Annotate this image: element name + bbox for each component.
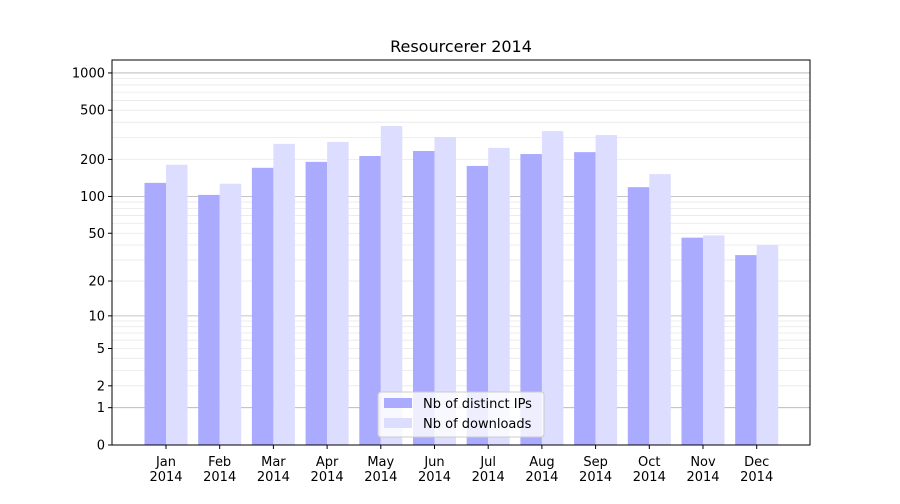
chart-title: Resourcerer 2014	[390, 37, 532, 56]
y-tick-label: 2	[97, 379, 105, 394]
bar-ips	[413, 150, 435, 445]
x-tick-label: May	[367, 455, 394, 470]
bar-downloads	[166, 164, 188, 445]
bar-ips	[305, 161, 328, 445]
bar-downloads	[273, 143, 295, 445]
bar-ips	[520, 154, 542, 445]
y-tick-label: 5	[97, 342, 105, 357]
bar-downloads	[595, 135, 618, 445]
x-tick-label: Aug	[529, 455, 554, 470]
bar-downloads	[380, 125, 403, 445]
x-tick-label: 2014	[686, 470, 719, 485]
bar-ips	[681, 237, 703, 445]
legend-swatch	[384, 398, 412, 408]
bar-ips	[144, 182, 166, 445]
x-tick-label: 2014	[418, 470, 451, 485]
x-tick-label: 2014	[149, 470, 182, 485]
axes-frame	[111, 59, 811, 446]
x-tick-label: Nov	[690, 455, 716, 470]
y-tick-label: 200	[80, 153, 105, 168]
y-tick-label: 0	[97, 439, 105, 454]
bar-downloads	[327, 141, 349, 445]
x-tick-label: Sep	[583, 455, 608, 470]
x-tick-label: 2014	[579, 470, 612, 485]
bar-ips	[735, 255, 757, 445]
x-tick-label: Jun	[423, 455, 444, 470]
bar-downloads	[649, 174, 671, 445]
x-tick-label: Jul	[479, 455, 496, 470]
y-tick-label: 500	[80, 104, 105, 119]
bar-ips	[466, 165, 489, 445]
bar-downloads	[756, 245, 779, 445]
x-tick-label: 2014	[525, 470, 558, 485]
y-tick-label: 1000	[72, 66, 105, 81]
legend-swatch	[384, 418, 412, 428]
y-tick-label: 100	[80, 190, 105, 205]
x-tick-label: Mar	[261, 455, 286, 470]
x-tick-label: 2014	[257, 470, 290, 485]
x-tick-label: Jan	[155, 455, 176, 470]
x-tick-label: Oct	[638, 455, 660, 470]
legend-label: Nb of distinct IPs	[423, 397, 532, 412]
bar-ips	[359, 156, 381, 445]
bar-downloads	[434, 136, 456, 445]
y-tick-label: 10	[88, 309, 105, 324]
x-tick-label: Dec	[744, 455, 769, 470]
x-tick-label: 2014	[203, 470, 236, 485]
y-tick-label: 1	[97, 401, 105, 416]
x-tick-label: 2014	[740, 470, 773, 485]
y-tick-label: 50	[88, 227, 105, 242]
x-tick-label: 2014	[364, 470, 397, 485]
bar-downloads	[488, 147, 510, 445]
bar-downloads	[703, 235, 725, 445]
x-tick-label: 2014	[311, 470, 344, 485]
bar-ips	[198, 194, 220, 445]
y-tick-label: 20	[88, 275, 105, 290]
x-tick-label: Feb	[208, 455, 231, 470]
legend-label: Nb of downloads	[423, 417, 532, 432]
x-tick-label: 2014	[633, 470, 666, 485]
bar-ips	[627, 187, 650, 445]
bar-downloads	[541, 131, 564, 445]
x-tick-label: 2014	[472, 470, 505, 485]
legend-box	[377, 391, 545, 438]
bar-downloads	[219, 183, 242, 445]
bar-ips	[574, 152, 596, 445]
bar-ips	[251, 167, 274, 445]
x-tick-label: Apr	[316, 455, 339, 470]
